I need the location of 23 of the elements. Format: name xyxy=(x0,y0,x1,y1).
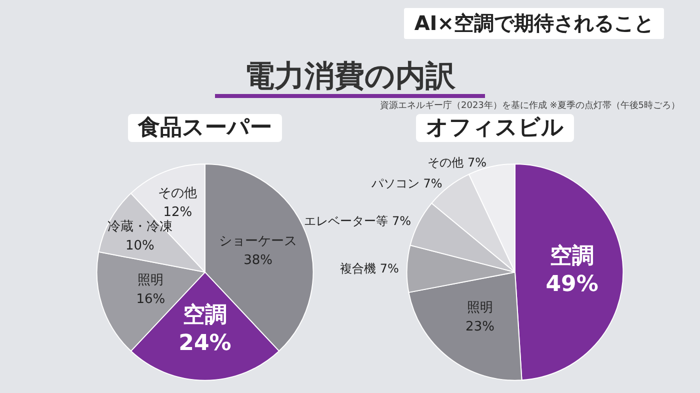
slice-label: その他 xyxy=(158,186,198,202)
slice-label: 空調 xyxy=(550,242,594,269)
data-label: 10% xyxy=(126,238,154,254)
slice-label: その他 7% xyxy=(428,156,487,170)
text: 電力消費の内訳 xyxy=(244,58,456,96)
slice-label: 冷蔵・冷凍 xyxy=(107,219,172,234)
text: 資源エネルギー庁（2023年）を基に作成 ※夏季の点灯帯（午後5時ごろ） xyxy=(380,100,680,112)
data-label: 49% xyxy=(546,272,598,297)
chart-title: 食品スーパー xyxy=(137,116,272,140)
slice-label: エレベーター等 7% xyxy=(304,214,412,228)
data-label: 12% xyxy=(163,205,192,220)
data-label: 23% xyxy=(466,319,494,334)
chart-title: オフィスビル xyxy=(426,116,564,140)
slice-label: 複合機 7% xyxy=(340,262,399,276)
data-label: 38% xyxy=(244,253,273,268)
slice-label: パソコン 7% xyxy=(370,176,442,191)
slice-label: ショーケース xyxy=(219,234,298,250)
slice-label: 照明 xyxy=(467,300,494,316)
text: AI×空調で期待されること xyxy=(404,8,664,39)
data-label: 24% xyxy=(178,330,232,356)
slice-label: 照明 xyxy=(138,272,164,288)
data-label: 16% xyxy=(136,292,166,307)
slice-label: 空調 xyxy=(183,302,227,328)
